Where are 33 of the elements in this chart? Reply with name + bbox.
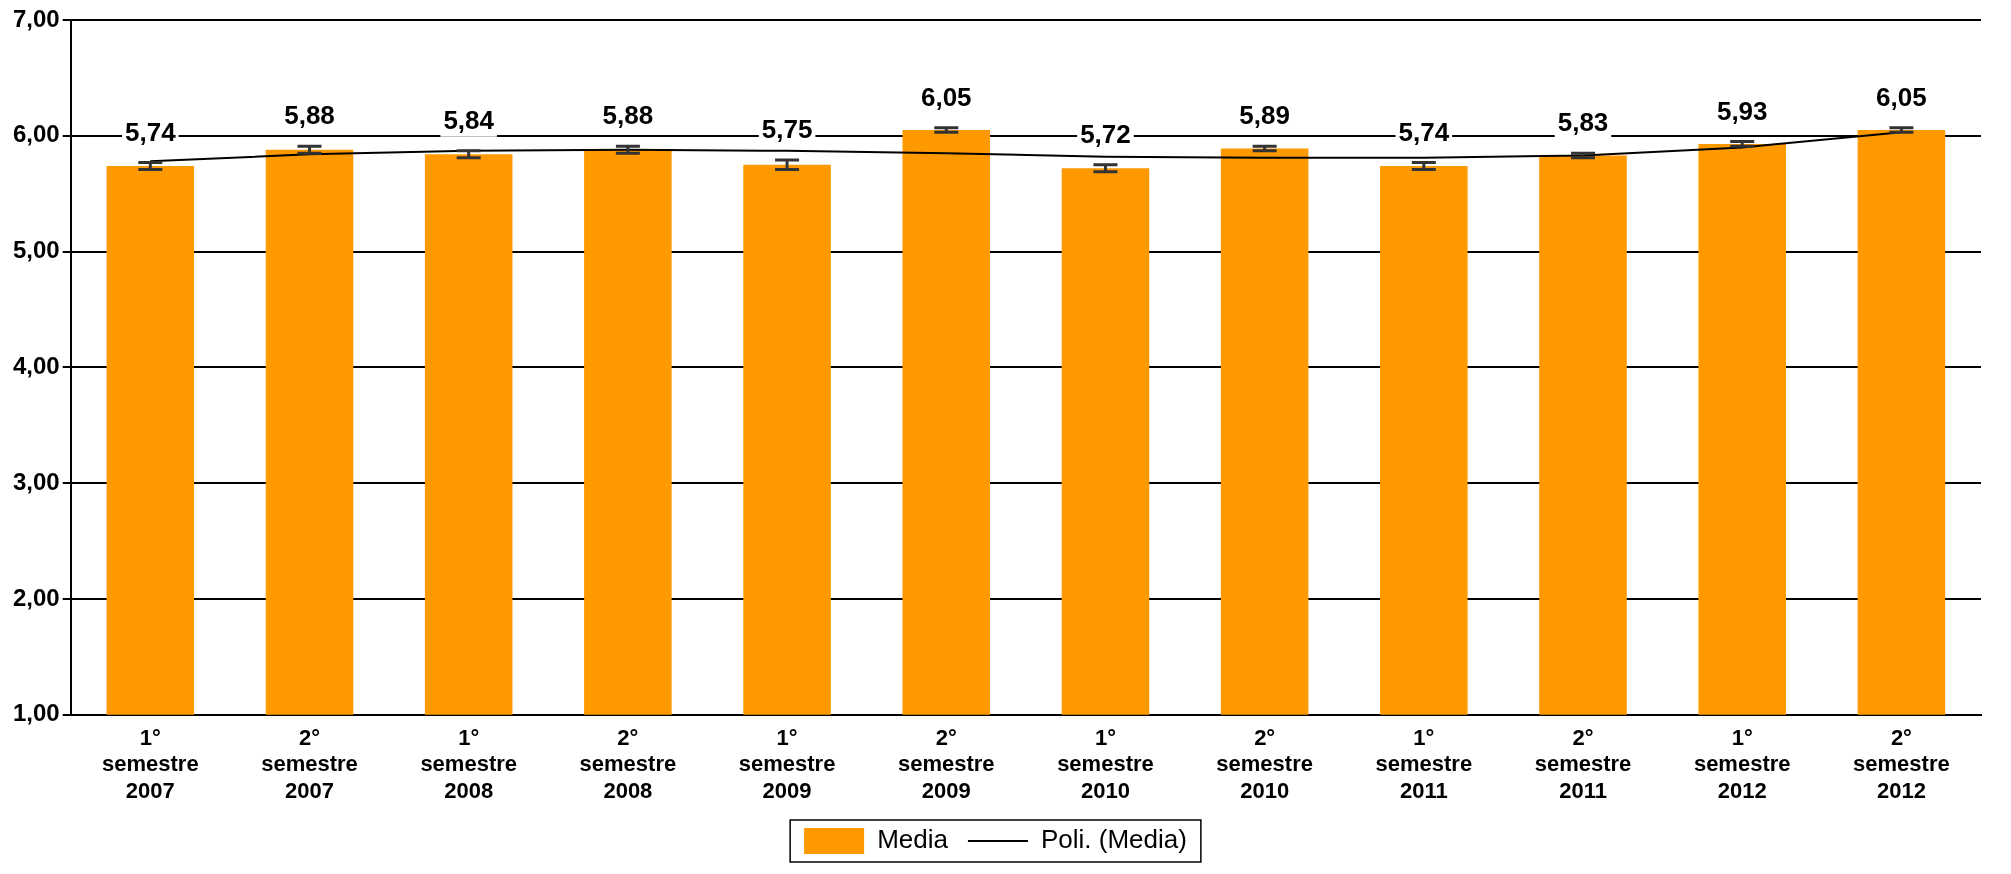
data-label: 5,74	[125, 116, 177, 147]
x-tick-label: 1° semestre 2010	[1057, 725, 1154, 803]
data-label: 5,84	[443, 105, 495, 136]
y-tick-label: 4,00	[12, 352, 60, 380]
legend-label: Media	[877, 824, 949, 855]
data-label: 5,88	[284, 100, 335, 131]
data-label: 5,75	[761, 114, 813, 145]
x-tick-label: 1° semestre 2008	[420, 725, 518, 803]
x-tick-label: 1° semestre 2009	[738, 725, 836, 803]
y-tick-label: 1,00	[12, 699, 60, 727]
data-label: 5,74	[1398, 116, 1450, 147]
data-label: 5,83	[1557, 107, 1609, 138]
data-label: 5,88	[602, 100, 654, 131]
data-label: 5,89	[1239, 100, 1290, 131]
x-tick-label: 2° semestre 2008	[579, 725, 677, 803]
data-label: 6,05	[1876, 81, 1927, 112]
x-tick-label: 2° semestre 2007	[261, 725, 358, 803]
data-label: 6,05	[920, 81, 972, 112]
y-tick-label: 7,00	[12, 4, 60, 32]
x-tick-label: 1° semestre 2012	[1693, 725, 1791, 803]
legend-label: Poli. (Media)	[1040, 824, 1187, 855]
x-tick-label: 1° semestre 2007	[101, 725, 199, 803]
y-tick-label: 2,00	[12, 583, 60, 611]
x-tick-label: 1° semestre 2011	[1375, 725, 1473, 803]
x-tick-label: 2° semestre 2011	[1534, 725, 1632, 803]
y-tick-label: 3,00	[12, 467, 60, 495]
data-label: 5,72	[1080, 118, 1131, 149]
x-tick-label: 2° semestre 2009	[897, 725, 995, 803]
x-tick-label: 2° semestre 2012	[1853, 725, 1950, 803]
y-tick-label: 6,00	[12, 120, 60, 148]
y-tick-label: 5,00	[12, 236, 60, 264]
x-tick-label: 2° semestre 2010	[1216, 725, 1313, 803]
data-label: 5,93	[1716, 95, 1768, 126]
